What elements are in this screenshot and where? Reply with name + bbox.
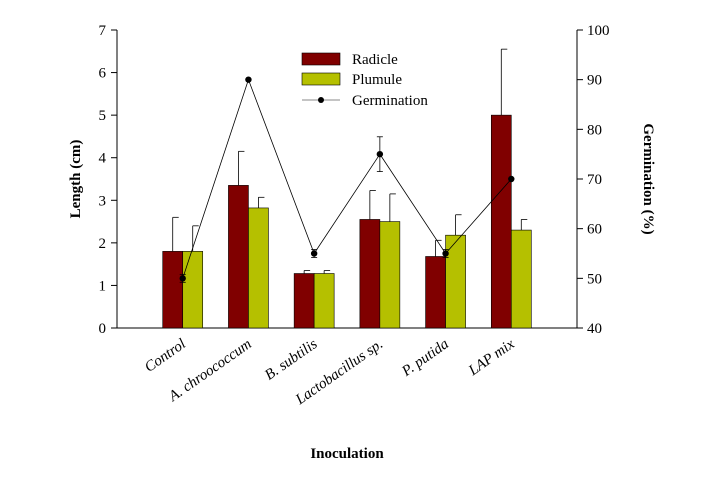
legend-label-germination: Germination (352, 93, 428, 109)
left-tick-label: 7 (99, 23, 107, 39)
right-tick-label: 90 (587, 73, 602, 89)
legend-label-radicle: Radicle (352, 52, 398, 68)
bar-radicle-5 (490, 114, 512, 329)
category-label: P. putida (398, 336, 451, 380)
legend-marker-germination (318, 97, 324, 103)
bar-plumule-0 (182, 251, 204, 329)
category-label: LAP mix (465, 336, 518, 380)
legend-swatch-radicle (301, 52, 341, 66)
legend: Radicle Plumule Germination (301, 52, 428, 109)
bar-radicle-1 (228, 185, 249, 329)
bar-plumule-1 (248, 207, 269, 329)
germination-series (179, 76, 515, 283)
x-axis-title: Inoculation (310, 446, 384, 462)
category-label: Control (142, 336, 189, 376)
right-axis-ticks: 40 50 60 70 80 90 100 (577, 23, 610, 337)
left-tick-label: 1 (99, 278, 107, 294)
left-tick-label: 2 (99, 236, 107, 252)
bar-radicle-2 (293, 273, 315, 329)
category-label: B. subtilis (262, 336, 320, 384)
bar-plumule-4 (445, 234, 466, 329)
right-tick-label: 100 (587, 23, 610, 39)
bar-plumule-3 (379, 221, 401, 329)
bar-radicle-4 (425, 256, 446, 329)
left-tick-label: 4 (99, 151, 107, 167)
left-tick-label: 5 (99, 108, 107, 124)
germination-point-3 (376, 150, 384, 158)
left-tick-label: 6 (99, 66, 107, 82)
germination-point-2 (310, 250, 318, 257)
right-tick-label: 50 (587, 271, 602, 287)
left-axis-ticks: 0 1 2 3 4 5 6 7 (99, 23, 117, 337)
right-tick-label: 40 (587, 321, 602, 337)
germination-point-4 (442, 250, 449, 257)
legend-label-plumule: Plumule (352, 72, 402, 88)
right-tick-label: 70 (587, 172, 602, 188)
legend-swatch-plumule (301, 72, 341, 86)
right-tick-label: 80 (587, 122, 602, 138)
germination-point-0 (179, 275, 186, 282)
bar-plumule-5 (510, 229, 532, 329)
left-tick-label: 0 (99, 321, 107, 337)
bars (162, 48, 532, 329)
y2-axis-title: Germination (%) (640, 123, 656, 234)
y-axis-title: Length (cm) (68, 140, 84, 219)
germination-line (182, 78, 512, 279)
right-tick-label: 60 (587, 222, 602, 238)
bar-radicle-3 (359, 219, 381, 329)
germination-point-1 (245, 76, 252, 83)
bar-plumule-2 (313, 273, 335, 329)
bar-radicle-0 (162, 251, 184, 329)
left-tick-label: 3 (99, 193, 107, 209)
germination-point-5 (508, 175, 515, 183)
